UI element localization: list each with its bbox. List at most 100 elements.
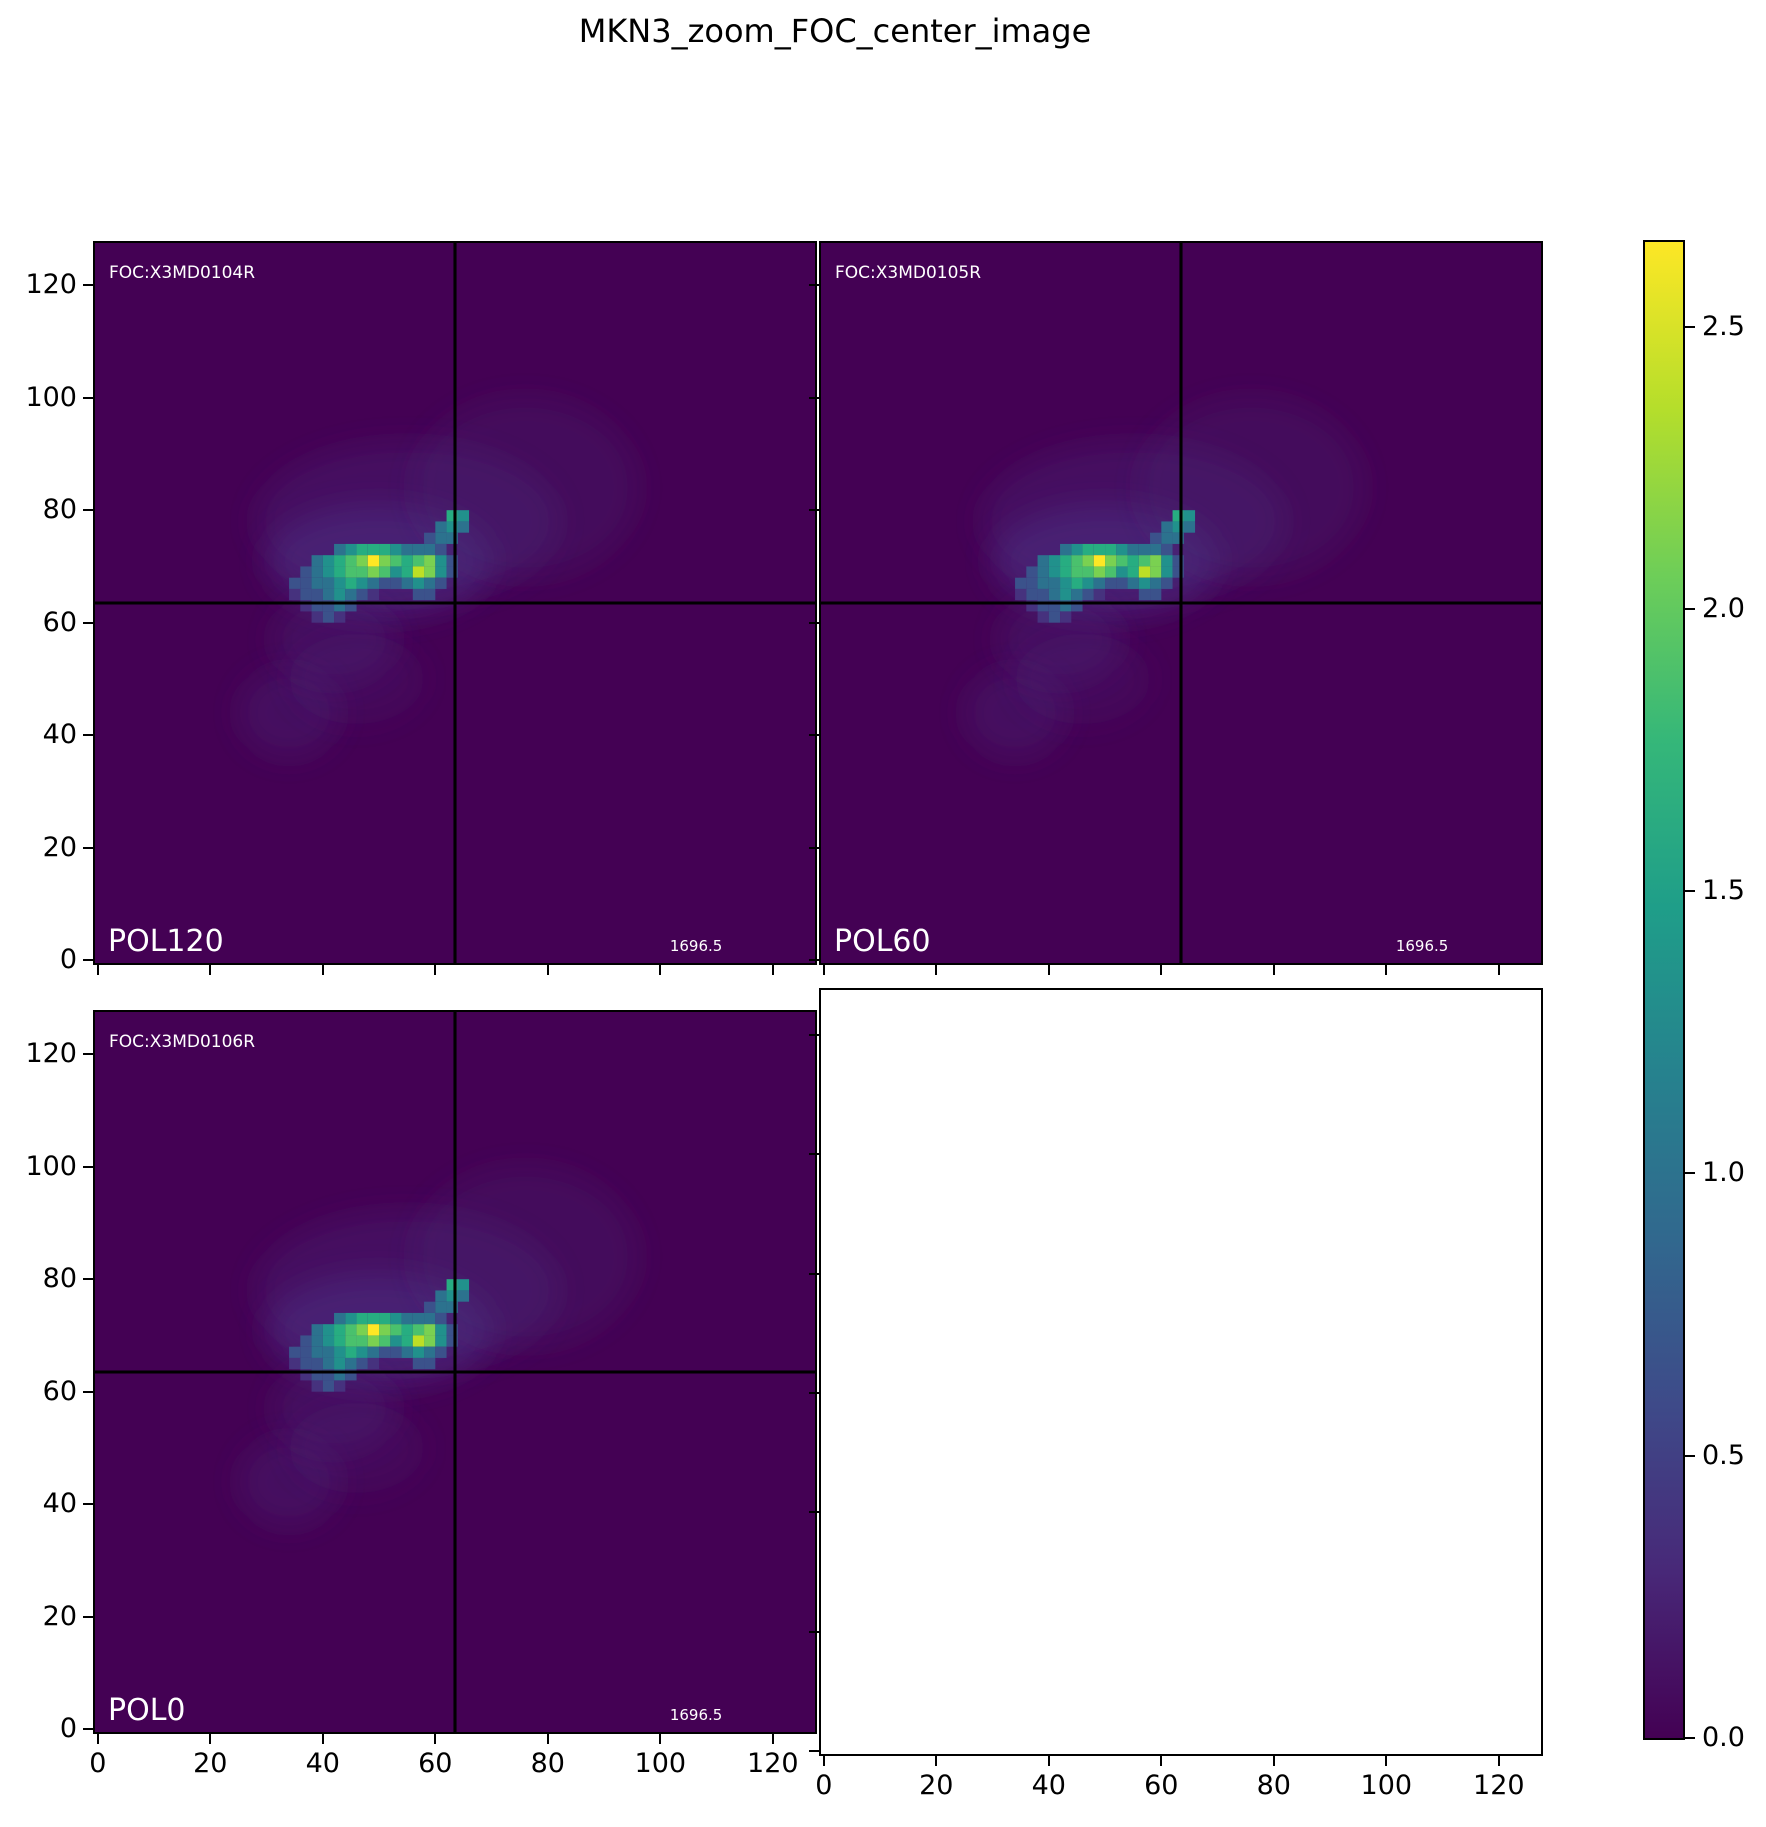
galaxy-pixel bbox=[1048, 600, 1061, 612]
y-tick-mark bbox=[83, 1053, 93, 1056]
y-tick-label: 60 bbox=[42, 1375, 77, 1407]
galaxy-pixel bbox=[390, 543, 402, 556]
galaxy-pixel bbox=[1161, 543, 1173, 556]
galaxy-pixel bbox=[1071, 577, 1083, 589]
colorbar-tick-mark bbox=[1685, 325, 1695, 328]
galaxy-pixel bbox=[1082, 555, 1094, 567]
galaxy-pixel bbox=[424, 1335, 436, 1347]
galaxy-pixel bbox=[322, 1346, 335, 1358]
galaxy-pixel bbox=[356, 543, 368, 556]
y-tick-mark bbox=[83, 509, 93, 512]
galaxy-pixel bbox=[1037, 611, 1049, 623]
galaxy-pixel bbox=[401, 555, 413, 567]
galaxy-pixel bbox=[401, 1324, 413, 1336]
x-tick-mark bbox=[209, 1734, 212, 1744]
galaxy-pixel bbox=[1071, 566, 1083, 578]
galaxy-pixel bbox=[334, 611, 346, 623]
x-tick-label: 100 bbox=[634, 1748, 687, 1779]
x-tick-mark bbox=[1272, 965, 1275, 975]
galaxy-pixel bbox=[1161, 521, 1173, 533]
galaxy-image bbox=[95, 1012, 815, 1732]
y-tick-mark bbox=[83, 284, 93, 287]
galaxy-pixel bbox=[289, 1346, 301, 1358]
galaxy-image bbox=[821, 243, 1541, 963]
y-tick-mark bbox=[83, 959, 93, 962]
x-tick-mark bbox=[96, 965, 99, 975]
y-tick-mark bbox=[83, 621, 93, 624]
galaxy-pixel bbox=[322, 1357, 335, 1370]
galaxy-pixel bbox=[435, 1324, 447, 1336]
galaxy-pixel bbox=[1172, 566, 1184, 578]
galaxy-pixel bbox=[412, 566, 425, 578]
panel-pol60: FOC:X3MD0105R POL60 1696.5 bbox=[819, 241, 1543, 965]
galaxy-pixel bbox=[390, 1335, 402, 1347]
galaxy-pixel bbox=[457, 1290, 470, 1302]
x-tick-label: 120 bbox=[747, 1748, 799, 1779]
galaxy-pixel bbox=[401, 566, 413, 578]
x-tick-mark bbox=[935, 965, 938, 975]
galaxy-pixel bbox=[390, 555, 402, 567]
galaxy-pixel bbox=[1138, 543, 1151, 556]
x-tick-mark bbox=[1385, 1756, 1388, 1766]
galaxy-pixel bbox=[435, 532, 447, 544]
galaxy-pixel bbox=[424, 543, 436, 556]
galaxy-pixel bbox=[1060, 588, 1072, 601]
galaxy-pixel bbox=[1150, 555, 1162, 567]
galaxy-pixel bbox=[1116, 543, 1128, 556]
galaxy-pixel bbox=[1037, 600, 1049, 612]
x-tick-mark bbox=[209, 965, 212, 975]
galaxy-pixel bbox=[1082, 577, 1094, 589]
foc-rootname-label: FOC:X3MD0105R bbox=[835, 263, 982, 283]
galaxy-pixel bbox=[390, 1346, 402, 1358]
x-tick-label: 40 bbox=[1031, 1770, 1066, 1801]
x-tick-label: 40 bbox=[305, 1748, 340, 1779]
galaxy-pixel bbox=[322, 577, 335, 589]
y-tick-mark bbox=[83, 396, 93, 399]
galaxy-pixel bbox=[1161, 566, 1173, 578]
galaxy-pixel bbox=[446, 555, 458, 567]
galaxy-pixel bbox=[435, 1346, 447, 1358]
galaxy-pixel bbox=[435, 577, 447, 589]
galaxy-pixel bbox=[1048, 588, 1061, 601]
pol-angle-label: POL0 bbox=[108, 1693, 186, 1728]
colorbar-tick-mark bbox=[1685, 1172, 1695, 1175]
galaxy-pixel bbox=[390, 577, 402, 589]
galaxy-pixel bbox=[401, 1335, 413, 1347]
galaxy-pixel bbox=[311, 1369, 323, 1381]
galaxy-pixel bbox=[1150, 532, 1162, 544]
galaxy-pixel bbox=[300, 1346, 312, 1358]
galaxy-pixel bbox=[424, 1312, 436, 1325]
galaxy-pixel bbox=[1026, 588, 1038, 601]
galaxy-pixel bbox=[379, 566, 391, 578]
galaxy-pixel bbox=[424, 555, 436, 567]
colorbar-tick-mark bbox=[1685, 890, 1695, 893]
galaxy-pixel bbox=[424, 1324, 436, 1336]
galaxy-pixel bbox=[446, 1301, 458, 1313]
galaxy-pixel bbox=[300, 566, 312, 578]
galaxy-pixel bbox=[1138, 577, 1151, 589]
galaxy-pixel bbox=[1161, 532, 1173, 544]
y-tick-label: 40 bbox=[42, 719, 77, 751]
galaxy-pixel bbox=[356, 1324, 368, 1336]
x-tick-label: 80 bbox=[530, 1748, 565, 1779]
galaxy-pixel bbox=[412, 577, 425, 589]
galaxy-pixel bbox=[367, 566, 380, 578]
x-tick-mark bbox=[1272, 1756, 1275, 1766]
galaxy-pixel bbox=[379, 1324, 391, 1336]
galaxy-pixel bbox=[1048, 611, 1061, 623]
y-tick-mark bbox=[809, 396, 819, 399]
galaxy-pixel bbox=[424, 1346, 436, 1358]
colorbar-tick-label: 1.0 bbox=[1702, 1157, 1745, 1189]
y-tick-label: 80 bbox=[42, 494, 77, 526]
x-tick-mark bbox=[434, 965, 437, 975]
galaxy-pixel bbox=[1060, 600, 1072, 612]
galaxy-pixel bbox=[367, 555, 380, 567]
y-tick-label: 0 bbox=[59, 1713, 77, 1745]
galaxy-pixel bbox=[1127, 555, 1139, 567]
galaxy-pixel bbox=[345, 1312, 357, 1325]
galaxy-pixel bbox=[1183, 521, 1196, 533]
galaxy-pixel bbox=[334, 1312, 346, 1325]
galaxy-pixel bbox=[1060, 555, 1072, 567]
galaxy-pixel bbox=[311, 1357, 323, 1370]
galaxy-pixel bbox=[446, 1290, 458, 1302]
